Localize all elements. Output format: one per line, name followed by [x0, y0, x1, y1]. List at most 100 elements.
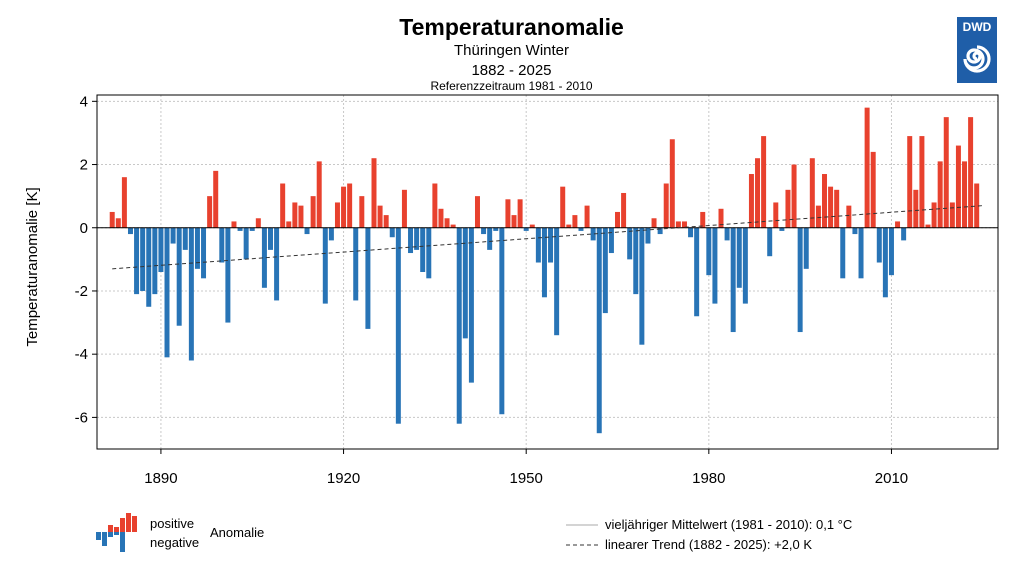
bar-1945 [493, 227, 499, 231]
bar-1990 [767, 227, 773, 257]
bar-1935 [432, 183, 438, 228]
bar-2018 [937, 161, 943, 228]
bar-1977 [688, 227, 694, 238]
bar-2012 [901, 227, 907, 241]
y-tick-label-1: 2 [80, 157, 88, 174]
bar-1948 [511, 215, 517, 228]
bar-1962 [596, 227, 602, 434]
bar-1968 [633, 227, 639, 295]
bar-1898 [207, 196, 213, 228]
bar-1952 [535, 227, 541, 263]
bar-2011 [895, 221, 901, 228]
bar-1908 [268, 227, 273, 250]
bar-1904 [243, 227, 249, 260]
bar-2016 [925, 224, 931, 228]
legend-neg-bar-3 [108, 532, 113, 537]
bar-1899 [213, 170, 219, 228]
plot-frame [96, 94, 999, 450]
bar-1933 [420, 227, 426, 272]
bar-1886 [134, 227, 140, 295]
bar-1897 [201, 227, 207, 279]
bar-1912 [292, 202, 298, 228]
bar-1943 [481, 227, 487, 235]
dwd-logo: DWD [957, 17, 997, 83]
legend-positive-label: positive [150, 516, 195, 531]
bar-1969 [639, 227, 645, 345]
legend-pos-bar-3 [120, 518, 125, 532]
bar-1957 [566, 224, 572, 228]
bar-1959 [578, 227, 584, 231]
bar-1944 [487, 227, 493, 250]
bar-1961 [590, 227, 596, 241]
bar-2009 [882, 227, 888, 298]
bar-1964 [608, 227, 614, 254]
y-tick-label-5: -6 [75, 409, 88, 426]
bar-1989 [761, 136, 767, 228]
bar-1995 [797, 227, 803, 333]
bar-1891 [164, 227, 170, 358]
bar-2001 [834, 189, 840, 228]
bar-1936 [438, 208, 444, 228]
legend-neg-bar-1 [96, 532, 101, 540]
bar-1909 [274, 227, 280, 301]
x-axis-ticks: 1890 1920 1950 1980 2010 [144, 449, 908, 487]
chart-subtitle-period: 1882 - 2025 [471, 62, 552, 79]
bar-1980 [706, 227, 712, 276]
bar-2019 [943, 117, 949, 228]
bar-2022 [962, 161, 968, 228]
bar-1967 [627, 227, 633, 260]
y-axis-label: Temperaturanomalie [K] [24, 187, 41, 346]
bar-1965 [615, 211, 620, 228]
bar-1905 [249, 227, 255, 231]
bar-1982 [718, 208, 724, 228]
trend-line [112, 205, 983, 270]
bar-1998 [815, 205, 821, 228]
bar-1986 [742, 227, 748, 304]
bar-2020 [949, 202, 955, 228]
bar-1884 [121, 177, 127, 228]
bar-2006 [864, 107, 870, 228]
bar-1887 [140, 227, 146, 291]
bar-1975 [675, 221, 681, 228]
bar-1910 [280, 183, 286, 228]
bar-1907 [261, 227, 267, 288]
bar-1987 [748, 174, 754, 228]
legend-pos-bar-5 [132, 516, 137, 532]
bar-1942 [474, 196, 480, 228]
bar-1931 [408, 227, 414, 254]
bar-2023 [968, 117, 974, 228]
bar-1946 [499, 227, 505, 415]
bar-1900 [219, 227, 225, 263]
bar-1976 [681, 221, 687, 228]
x-tick-label-4: 2010 [875, 470, 908, 487]
legend-pos-bar-1 [108, 525, 113, 532]
bar-1958 [572, 215, 578, 228]
bar-1913 [298, 205, 304, 228]
bar-1925 [371, 158, 377, 228]
bar-1994 [791, 164, 797, 228]
legend-anomaly-icon [96, 513, 137, 552]
bar-1974 [669, 139, 675, 228]
bar-1915 [310, 196, 316, 228]
dwd-logo-text: DWD [962, 20, 992, 34]
bar-1920 [341, 186, 347, 228]
legend-neg-bar-5 [120, 532, 125, 552]
bar-1922 [353, 227, 359, 301]
bar-1947 [505, 199, 511, 228]
bar-1970 [645, 227, 651, 244]
bar-1991 [773, 202, 779, 228]
bar-1894 [182, 227, 188, 250]
bar-2000 [828, 186, 834, 228]
bar-1902 [231, 221, 237, 228]
y-tick-label-0: 4 [80, 93, 88, 110]
chart-subtitle-region: Thüringen Winter [453, 42, 570, 59]
x-tick-label-1: 1920 [327, 470, 360, 487]
bar-1997 [809, 158, 815, 228]
y-tick-label-3: -2 [75, 283, 88, 300]
legend-neg-bar-4 [114, 532, 119, 535]
bar-1917 [322, 227, 328, 304]
legend-anomaly-label: Anomalie [210, 525, 265, 540]
bar-1984 [730, 227, 736, 333]
bar-1951 [529, 224, 535, 228]
